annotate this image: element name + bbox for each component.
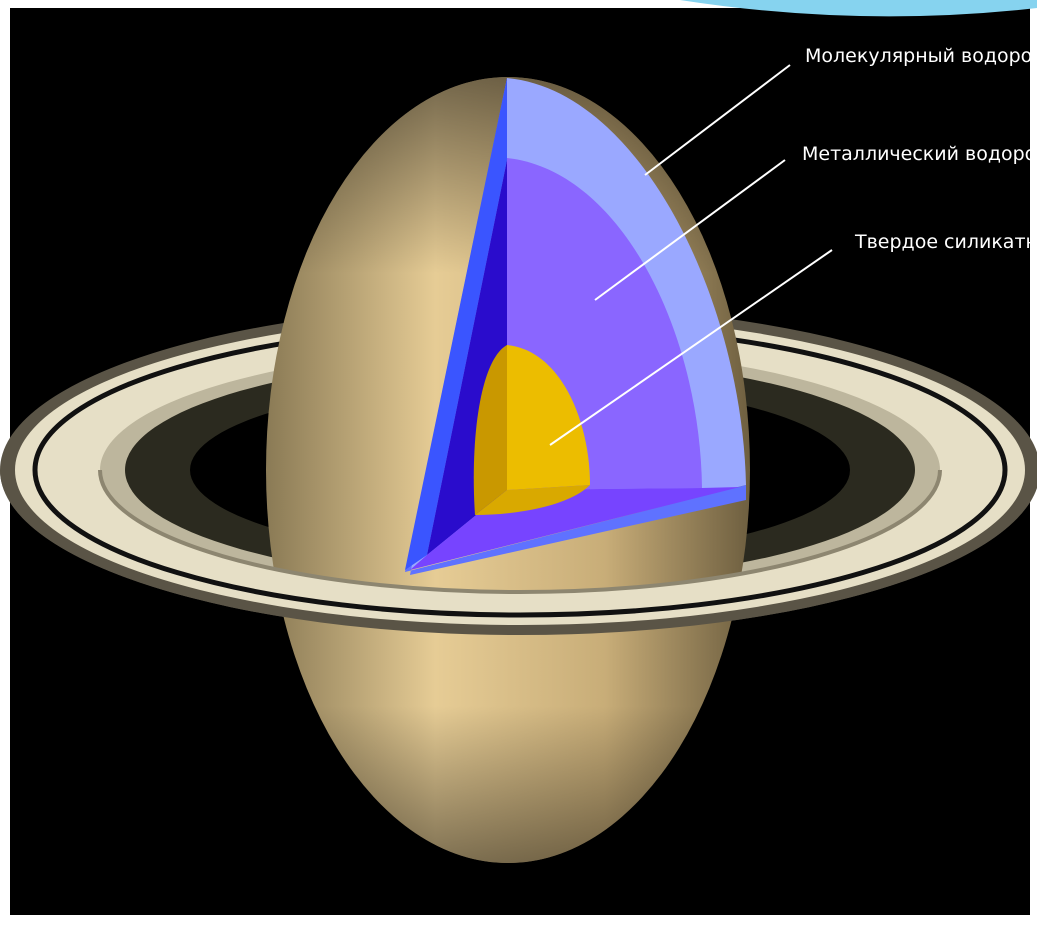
leader-lines: [549, 64, 833, 446]
label: Металлический водород и: [802, 143, 1037, 165]
label: Твердое силикатное: [854, 231, 1037, 253]
label: Молекулярный водород и: [805, 45, 1037, 67]
decor-arc: [680, 0, 1037, 17]
rings-front: [0, 470, 1037, 635]
cutaway: [405, 78, 746, 575]
